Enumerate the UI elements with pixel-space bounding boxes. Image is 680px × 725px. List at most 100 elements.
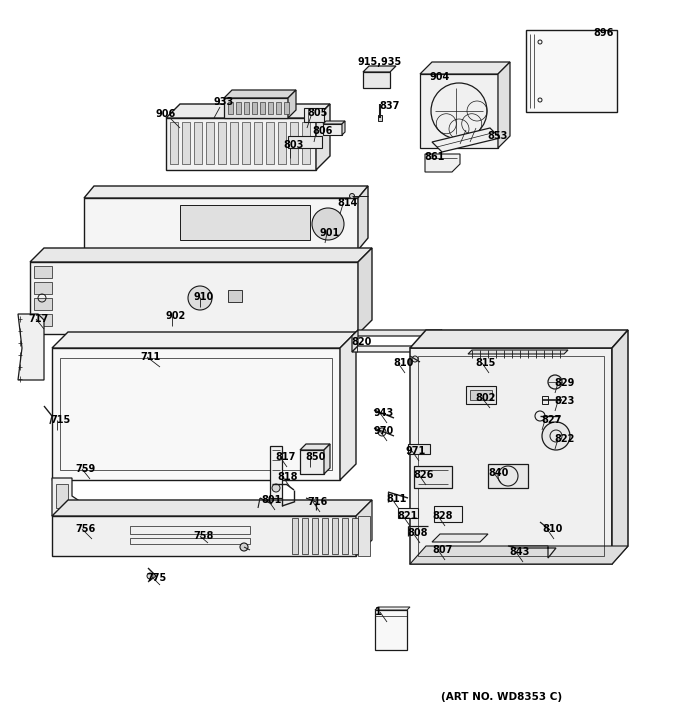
Text: 896: 896 [593, 28, 613, 38]
Text: 853: 853 [487, 131, 507, 141]
Text: 902: 902 [165, 311, 185, 321]
Polygon shape [363, 66, 396, 72]
Polygon shape [52, 332, 356, 348]
Polygon shape [300, 444, 330, 450]
Text: 801: 801 [261, 495, 282, 505]
Polygon shape [398, 508, 418, 518]
Polygon shape [52, 348, 340, 480]
Text: 758: 758 [193, 531, 214, 541]
Text: 971: 971 [406, 446, 426, 456]
Polygon shape [352, 330, 442, 336]
Polygon shape [352, 346, 442, 352]
Bar [170, 122, 178, 164]
Polygon shape [488, 464, 528, 488]
Bar [34, 314, 52, 326]
Bar [244, 102, 249, 114]
Polygon shape [84, 198, 358, 250]
Polygon shape [166, 104, 330, 118]
Text: 759: 759 [75, 464, 95, 474]
Bar [230, 122, 238, 164]
Polygon shape [288, 136, 322, 148]
Text: 716: 716 [307, 497, 327, 507]
Polygon shape [288, 90, 296, 118]
Text: 821: 821 [397, 511, 418, 521]
Polygon shape [410, 348, 612, 564]
Text: 820: 820 [351, 337, 371, 347]
Text: 802: 802 [475, 393, 495, 403]
Text: 817: 817 [275, 452, 295, 462]
Bar [332, 518, 338, 554]
Text: 823: 823 [554, 396, 575, 406]
Polygon shape [270, 446, 282, 498]
Text: 829: 829 [554, 378, 575, 388]
Bar [284, 102, 289, 114]
Text: 814: 814 [337, 198, 358, 208]
Text: 943: 943 [374, 408, 394, 418]
Text: 828: 828 [432, 511, 452, 521]
Bar [342, 518, 348, 554]
Bar [470, 390, 492, 400]
Polygon shape [30, 262, 358, 334]
Bar [254, 122, 262, 164]
Bar [34, 298, 52, 310]
Text: 808: 808 [407, 528, 428, 538]
Text: 711: 711 [140, 352, 160, 362]
Text: 715: 715 [50, 415, 70, 425]
Text: 843: 843 [509, 547, 529, 557]
Polygon shape [408, 444, 430, 454]
Text: 810: 810 [542, 524, 562, 534]
Text: 840: 840 [488, 468, 509, 478]
Polygon shape [52, 478, 84, 516]
Bar [228, 290, 242, 302]
Polygon shape [542, 396, 548, 404]
Bar [206, 122, 214, 164]
Polygon shape [52, 516, 356, 556]
Polygon shape [436, 330, 442, 352]
Text: 850: 850 [305, 452, 325, 462]
Text: 933: 933 [214, 97, 234, 107]
Circle shape [147, 573, 153, 579]
Bar [266, 122, 274, 164]
Polygon shape [410, 546, 628, 564]
Circle shape [350, 194, 354, 199]
Polygon shape [324, 444, 330, 474]
Polygon shape [300, 450, 324, 474]
Bar [236, 102, 241, 114]
Polygon shape [358, 248, 372, 334]
Polygon shape [323, 121, 345, 124]
Polygon shape [358, 186, 368, 250]
Text: 810: 810 [393, 358, 413, 368]
Polygon shape [342, 121, 345, 135]
Bar [218, 122, 226, 164]
Text: 915,935: 915,935 [358, 57, 403, 67]
Text: 822: 822 [554, 434, 575, 444]
Bar [180, 205, 310, 240]
Text: 970: 970 [374, 426, 394, 436]
Circle shape [240, 543, 248, 551]
Bar [260, 102, 265, 114]
Polygon shape [414, 466, 452, 488]
Bar [34, 282, 52, 294]
Polygon shape [612, 330, 628, 564]
Bar [228, 102, 233, 114]
Text: 775: 775 [146, 573, 166, 583]
Polygon shape [420, 62, 510, 74]
Circle shape [188, 286, 212, 310]
Bar [378, 115, 382, 121]
Polygon shape [52, 500, 372, 516]
Text: 861: 861 [424, 152, 444, 162]
Bar [312, 518, 318, 554]
Polygon shape [84, 186, 368, 198]
Polygon shape [224, 90, 296, 98]
Text: 906: 906 [155, 109, 175, 119]
Text: 837: 837 [379, 101, 399, 111]
Text: 717: 717 [28, 314, 48, 324]
Polygon shape [434, 506, 462, 522]
Polygon shape [498, 62, 510, 148]
Polygon shape [304, 108, 324, 122]
Circle shape [535, 411, 545, 421]
Bar [242, 122, 250, 164]
Circle shape [312, 208, 344, 240]
Circle shape [378, 428, 386, 436]
Polygon shape [224, 98, 288, 118]
